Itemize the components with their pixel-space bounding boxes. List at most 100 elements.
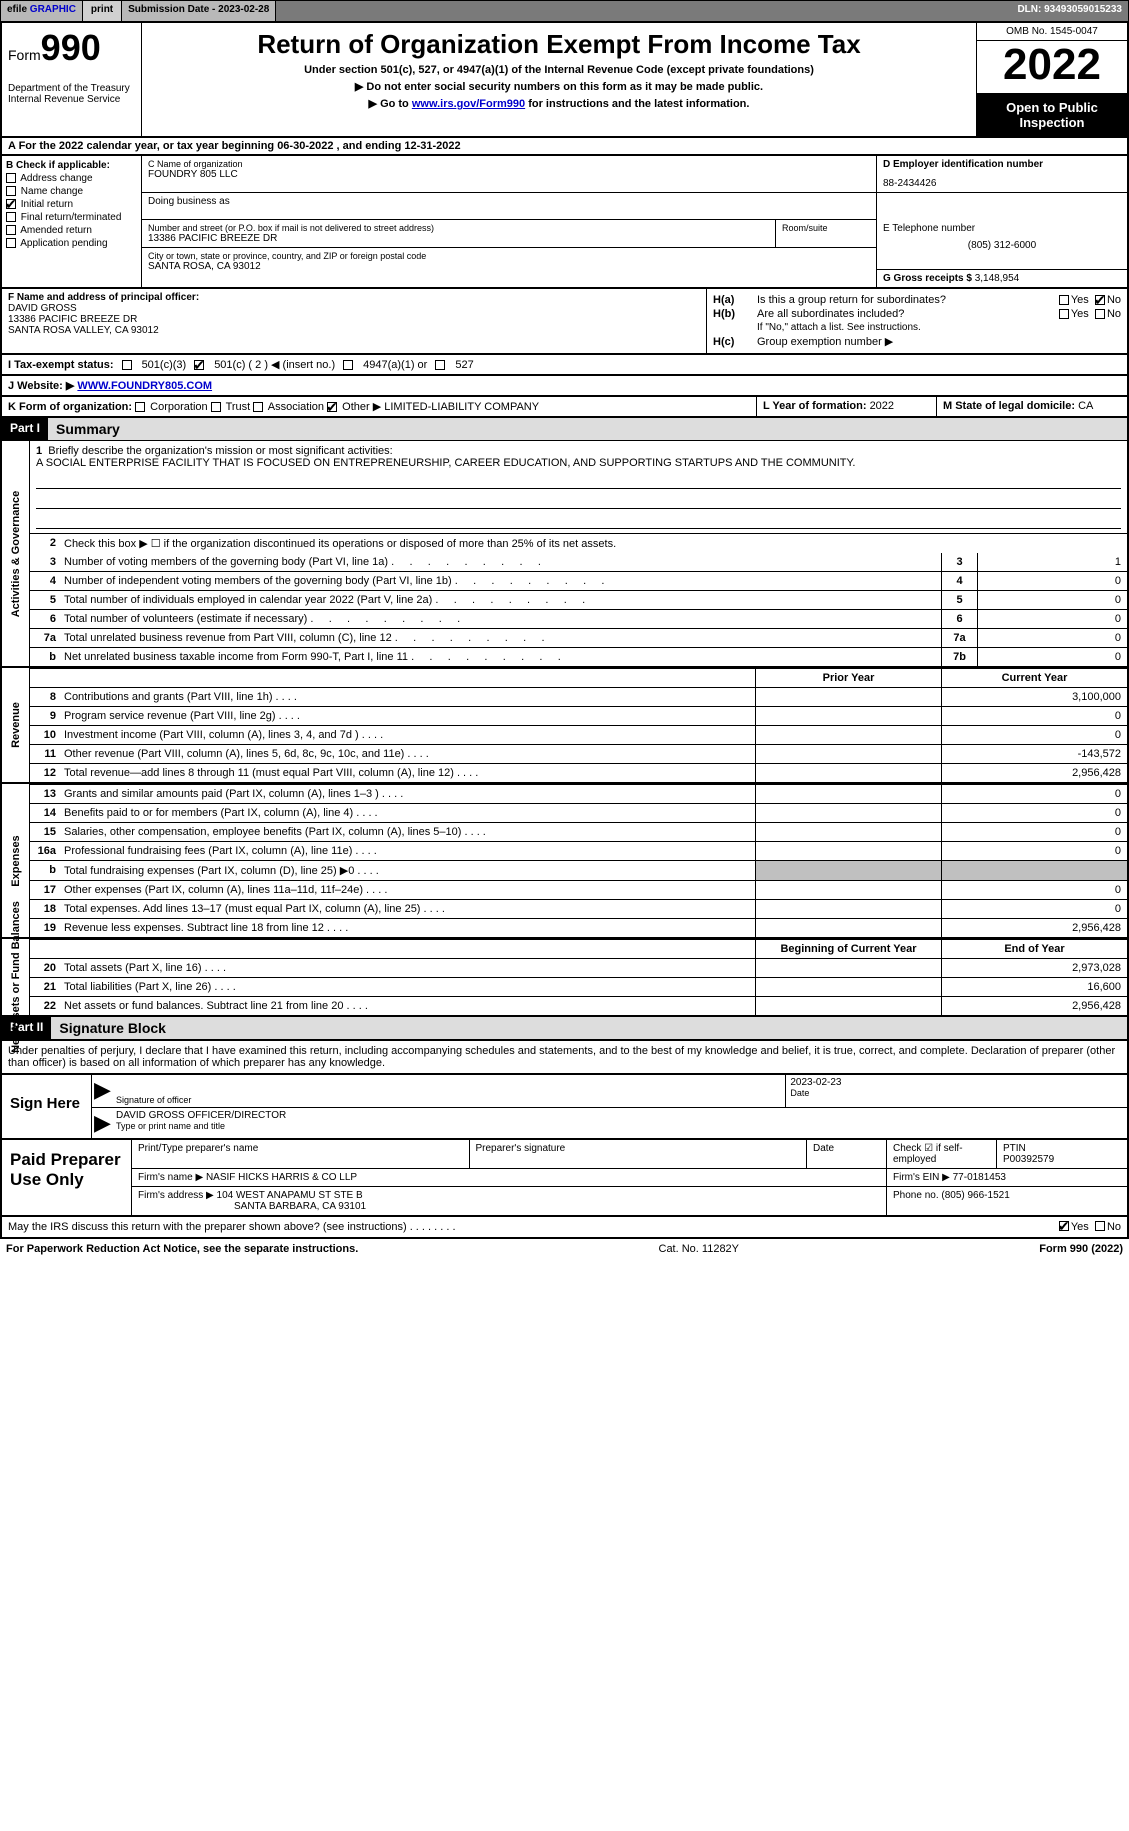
vtab-revenue: Revenue [2,668,30,782]
header-left: Form990 Department of the Treasury Inter… [2,23,142,136]
firm-phone-cell: Phone no. (805) 966-1521 [887,1187,1127,1215]
principal-officer: F Name and address of principal officer:… [2,289,707,353]
year-formation: L Year of formation: 2022 [757,397,937,416]
column-cd: C Name of organization FOUNDRY 805 LLC D… [142,156,1127,287]
cat-number: Cat. No. 11282Y [358,1243,1039,1255]
omb-number: OMB No. 1545-0047 [977,23,1127,41]
gross-receipts-cell: G Gross receipts $ 3,148,954 [877,270,1127,287]
hb-note: If "No," attach a list. See instructions… [713,322,1121,333]
sign-arrow-icon-2: ▶ [92,1108,112,1138]
state-domicile: M State of legal domicile: CA [937,397,1127,416]
ptin-cell: PTIN P00392579 [997,1140,1127,1168]
mission-block: 1 Briefly describe the organization's mi… [30,441,1127,533]
tax-year: 2022 [977,41,1127,94]
org-name-cell: C Name of organization FOUNDRY 805 LLC [142,156,877,193]
row-a-tax-year: A For the 2022 calendar year, or tax yea… [0,138,1129,156]
chk-501c3[interactable] [122,360,132,370]
vtab-activities: Activities & Governance [2,441,30,666]
tax-exempt-status: I Tax-exempt status: 501(c)(3) 501(c) ( … [0,355,1129,376]
top-bar: efile GRAPHIC print Submission Date - 20… [0,0,1129,22]
summary-line: 7aTotal unrelated business revenue from … [30,628,1127,647]
chk-trust[interactable] [211,402,221,412]
discuss-yes[interactable] [1059,1221,1069,1231]
entity-block: B Check if applicable: Address change Na… [0,156,1129,289]
phone-cell: E Telephone number (805) 312-6000 [877,220,1127,270]
chk-527[interactable] [435,360,445,370]
form-subtitle: Under section 501(c), 527, or 4947(a)(1)… [150,64,968,76]
line-2: 2 Check this box ▶ ☐ if the organization… [30,533,1127,553]
preparer-date-cell: Date [807,1140,887,1168]
form-of-org: K Form of organization: Corporation Trus… [2,397,757,416]
col-headers-net: Beginning of Current Year End of Year [30,939,1127,958]
website-link[interactable]: WWW.FOUNDRY805.COM [77,380,212,392]
chk-final-return[interactable] [6,212,16,222]
graphic-link[interactable]: GRAPHIC [30,4,76,15]
chk-address-change[interactable] [6,173,16,183]
chk-amended[interactable] [6,225,16,235]
chk-4947[interactable] [343,360,353,370]
h-section: H(a) Is this a group return for subordin… [707,289,1127,353]
form-title: Return of Organization Exempt From Incom… [150,29,968,60]
summary-line: 4Number of independent voting members of… [30,571,1127,590]
notice-2: ▶ Go to www.irs.gov/Form990 for instruct… [150,97,968,110]
chk-corp[interactable] [135,402,145,412]
signature-cell: Signature of officer [112,1075,786,1107]
part2-title: Signature Block [51,1017,1127,1040]
dba-cell: Doing business as [142,193,877,220]
open-inspection: Open to Public Inspection [977,94,1127,136]
sign-arrow-icon: ▶ [92,1075,112,1107]
form-id-footer: Form 990 (2022) [1039,1243,1123,1255]
part-1: Part I Summary Activities & Governance 1… [0,418,1129,1017]
summary-line: 19Revenue less expenses. Subtract line 1… [30,918,1127,937]
paperwork-notice: For Paperwork Reduction Act Notice, see … [6,1243,358,1255]
chk-assoc[interactable] [253,402,263,412]
summary-line: 8Contributions and grants (Part VIII, li… [30,687,1127,706]
perjury-declaration: Under penalties of perjury, I declare th… [2,1040,1127,1073]
summary-line: bNet unrelated business taxable income f… [30,647,1127,666]
summary-line: 9Program service revenue (Part VIII, lin… [30,706,1127,725]
chk-other[interactable] [327,402,337,412]
summary-line: 14Benefits paid to or for members (Part … [30,803,1127,822]
col-b-label: B Check if applicable: [6,160,137,171]
sign-here-block: Sign Here ▶ Signature of officer 2023-02… [0,1075,1129,1140]
col-headers-revenue: Prior Year Current Year [30,668,1127,687]
self-employed-cell: Check ☑ if self-employed [887,1140,997,1168]
paid-preparer-label: Paid Preparer Use Only [2,1140,132,1215]
officer-name-cell: DAVID GROSS OFFICER/DIRECTOR Type or pri… [112,1108,1127,1138]
sign-date-cell: 2023-02-23 Date [786,1075,1127,1107]
print-button[interactable]: print [83,1,122,21]
paid-preparer-block: Paid Preparer Use Only Print/Type prepar… [0,1140,1129,1217]
part-2: Part II Signature Block Under penalties … [0,1017,1129,1075]
summary-line: 21Total liabilities (Part X, line 26) . … [30,977,1127,996]
summary-line: 3Number of voting members of the governi… [30,553,1127,571]
form-number: Form990 [8,27,135,69]
vtab-netassets: Net Assets or Fund Balances [2,939,30,1015]
summary-line: 10Investment income (Part VIII, column (… [30,725,1127,744]
chk-app-pending[interactable] [6,238,16,248]
discuss-no[interactable] [1095,1221,1105,1231]
chk-initial-return[interactable] [6,199,16,209]
hb-yes[interactable] [1059,309,1069,319]
hb-no[interactable] [1095,309,1105,319]
summary-line: 13Grants and similar amounts paid (Part … [30,784,1127,803]
chk-name-change[interactable] [6,186,16,196]
dln: DLN: 93493059015233 [1011,1,1128,21]
part1-tag: Part I [2,418,48,441]
summary-line: 11Other revenue (Part VIII, column (A), … [30,744,1127,763]
summary-line: 20Total assets (Part X, line 16) . . . .… [30,958,1127,977]
ein-cell: D Employer identification number 88-2434… [877,156,1127,193]
street-cell: Number and street (or P.O. box if mail i… [142,220,776,247]
firm-ein-cell: Firm's EIN ▶ 77-0181453 [887,1169,1127,1186]
discuss-row: May the IRS discuss this return with the… [0,1217,1129,1239]
preparer-name-cell: Print/Type preparer's name [132,1140,470,1168]
ha-yes[interactable] [1059,295,1069,305]
chk-501c[interactable] [194,360,204,370]
website-row: J Website: ▶ WWW.FOUNDRY805.COM [0,376,1129,397]
ein-spacer [877,193,1127,220]
city-cell: City or town, state or province, country… [142,248,876,275]
department-label: Department of the Treasury Internal Reve… [8,83,135,105]
irs-link[interactable]: www.irs.gov/Form990 [412,98,525,110]
klm-row: K Form of organization: Corporation Trus… [0,397,1129,418]
room-cell: Room/suite [776,220,876,247]
ha-no[interactable] [1095,295,1105,305]
